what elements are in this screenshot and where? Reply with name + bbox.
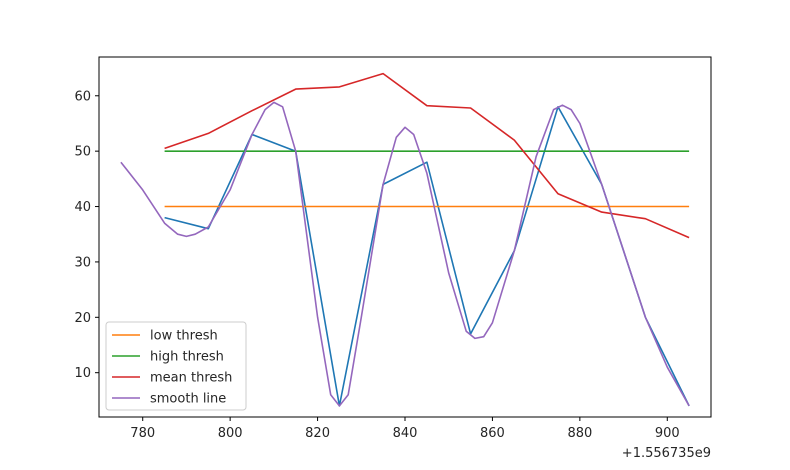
y-tick-label: 50 <box>74 145 91 160</box>
mean-thresh-line <box>164 72 690 239</box>
x-tick-label: 860 <box>480 426 505 441</box>
legend-label: smooth line <box>150 392 226 407</box>
plot-lines <box>120 72 690 407</box>
legend-label: low thresh <box>150 329 218 344</box>
x-tick-label: 880 <box>567 426 592 441</box>
x-tick-label: 800 <box>218 426 243 441</box>
legend-label: high thresh <box>150 350 224 365</box>
x-tick-label: 840 <box>393 426 418 441</box>
plot-frame <box>98 56 712 418</box>
x-tick-label: 820 <box>305 426 330 441</box>
legend-label: mean thresh <box>150 371 232 386</box>
x-axis-offset-label: +1.556735e9 <box>622 446 711 461</box>
legend: low thresh high thresh mean thresh smooth l… <box>105 321 247 411</box>
x-tick-label: 900 <box>655 426 680 441</box>
y-tick-label: 10 <box>74 366 91 381</box>
y-tick-label: 30 <box>74 255 91 270</box>
y-tick-label: 20 <box>74 311 91 326</box>
smooth-line-line <box>120 101 690 407</box>
axes: 780 800 820 840 860 880 900 10 20 30 40 50 60 <box>74 89 679 441</box>
x-tick-label: 780 <box>130 426 155 441</box>
legend-box <box>105 321 247 411</box>
y-tick-label: 60 <box>74 89 91 104</box>
y-tick-label: 40 <box>74 200 91 215</box>
